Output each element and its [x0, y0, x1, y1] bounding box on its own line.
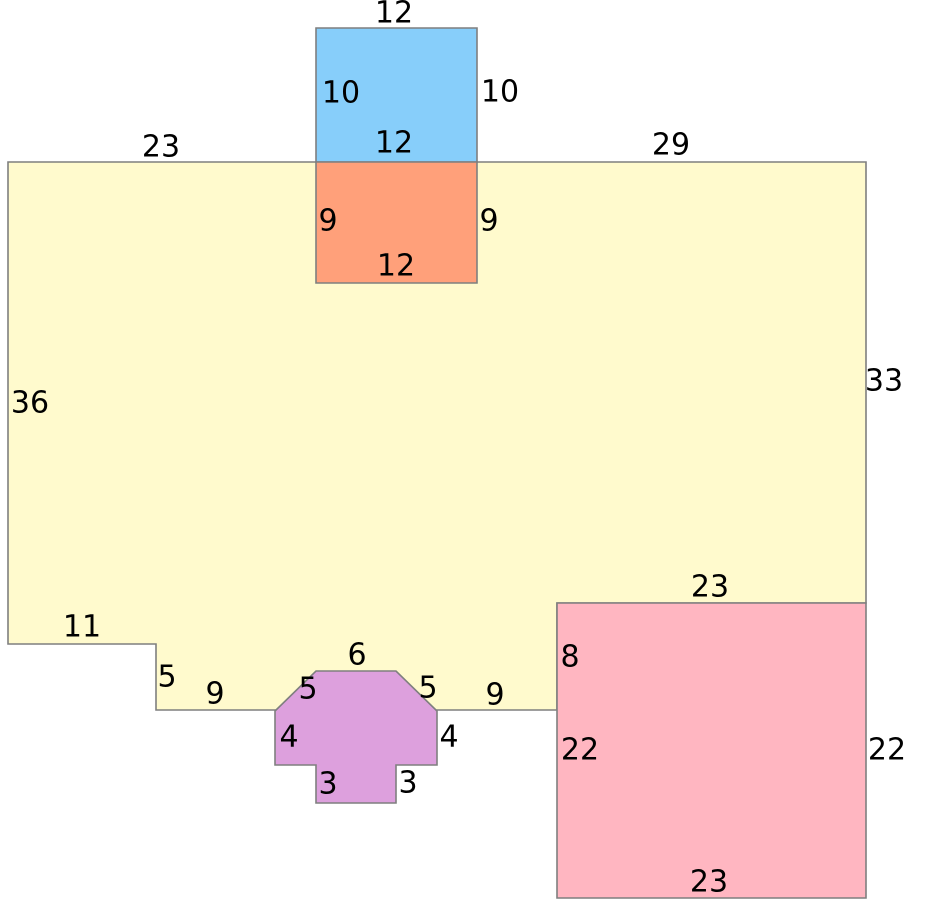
pink-square-edge-label: 23 [691, 570, 729, 605]
blue-square-edge-label: 12 [375, 0, 413, 31]
orange-rectangle-edge-label: 9 [479, 204, 498, 239]
yellow-composite-polygon-edge-label: 23 [142, 130, 180, 165]
pink-square [556, 602, 867, 899]
pink-square-edge-label: 22 [868, 733, 906, 768]
orange-rectangle [315, 161, 478, 284]
pink-square-edge-label: 22 [561, 733, 599, 768]
purple-octagon-edge-label: 6 [347, 638, 366, 673]
blue-square-edge-label: 12 [375, 126, 413, 161]
purple-octagon-edge-label: 3 [398, 766, 417, 801]
purple-octagon-edge-label: 4 [279, 720, 298, 755]
yellow-composite-polygon-edge-label: 9 [205, 677, 224, 712]
orange-rectangle-edge-label: 12 [377, 249, 415, 284]
purple-octagon-edge-label: 5 [418, 671, 437, 706]
purple-octagon-edge-label: 5 [298, 672, 317, 707]
blue-square-edge-label: 10 [322, 76, 360, 111]
yellow-composite-polygon-edge-label: 9 [485, 678, 504, 713]
yellow-composite-polygon-edge-label: 8 [560, 640, 579, 675]
yellow-composite-polygon-edge-label: 33 [865, 364, 903, 399]
blue-square-edge-label: 10 [481, 75, 519, 110]
purple-octagon [274, 670, 438, 804]
orange-rectangle-edge-label: 9 [318, 204, 337, 239]
purple-octagon-edge-label: 3 [318, 767, 337, 802]
pink-square-edge-label: 23 [690, 865, 728, 900]
yellow-composite-polygon-edge-label: 29 [652, 128, 690, 163]
yellow-composite-polygon-edge-label: 36 [11, 386, 49, 421]
yellow-composite-polygon-edge-label: 11 [63, 610, 101, 645]
yellow-composite-polygon-edge-label: 5 [157, 660, 176, 695]
purple-octagon-edge-label: 4 [439, 720, 458, 755]
